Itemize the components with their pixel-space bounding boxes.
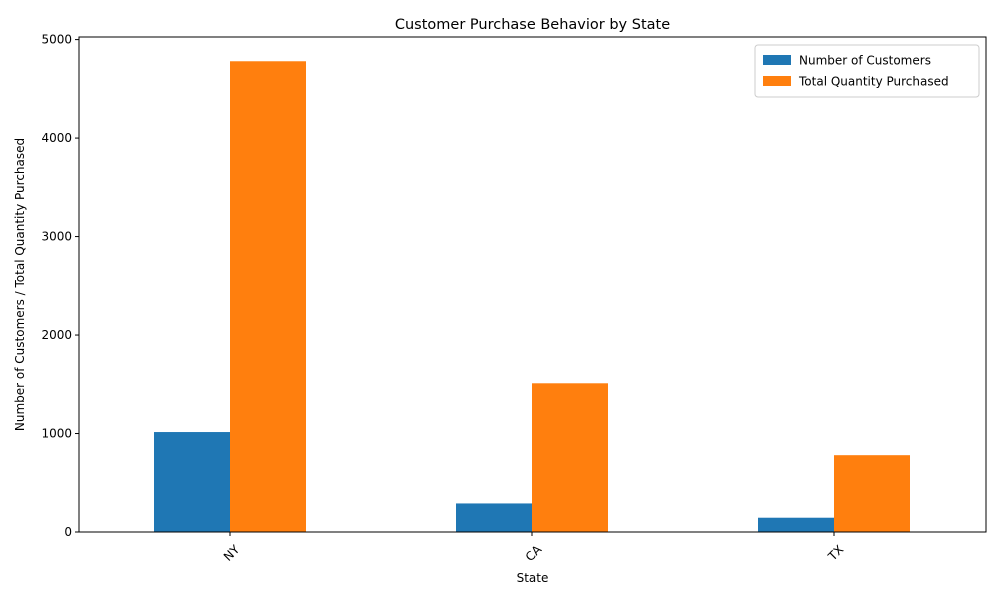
legend-swatch [763, 55, 791, 65]
y-tick-label: 4000 [41, 131, 72, 145]
legend-box [754, 44, 980, 98]
y-tick-label: 1000 [41, 427, 72, 441]
legend: Number of Customers Total Quantity Purcha… [754, 44, 980, 98]
y-tick-label: 0 [64, 525, 72, 539]
plot-frame [78, 36, 987, 533]
y-tick-label: 3000 [41, 230, 72, 244]
bar-tx-quantity [834, 455, 910, 532]
y-tick-label: 2000 [41, 328, 72, 342]
legend-label: Total Quantity Purchased [798, 75, 949, 89]
y-axis-label: Number of Customers / Total Quantity Pur… [13, 138, 27, 431]
chart-title: Customer Purchase Behavior by State [395, 17, 670, 33]
y-axis-ticks: 0 1000 2000 3000 4000 5000 [41, 33, 79, 539]
bar-ny-quantity [230, 61, 306, 533]
bar-ca-customers [456, 503, 532, 532]
x-axis-label: State [517, 571, 549, 585]
bars-group [154, 61, 910, 533]
bar-ca-quantity [532, 383, 608, 532]
bar-tx-customers [758, 517, 834, 532]
y-tick-label: 5000 [41, 33, 72, 47]
bar-ny-customers [154, 432, 230, 532]
legend-label: Number of Customers [799, 54, 931, 68]
legend-swatch [763, 76, 791, 86]
